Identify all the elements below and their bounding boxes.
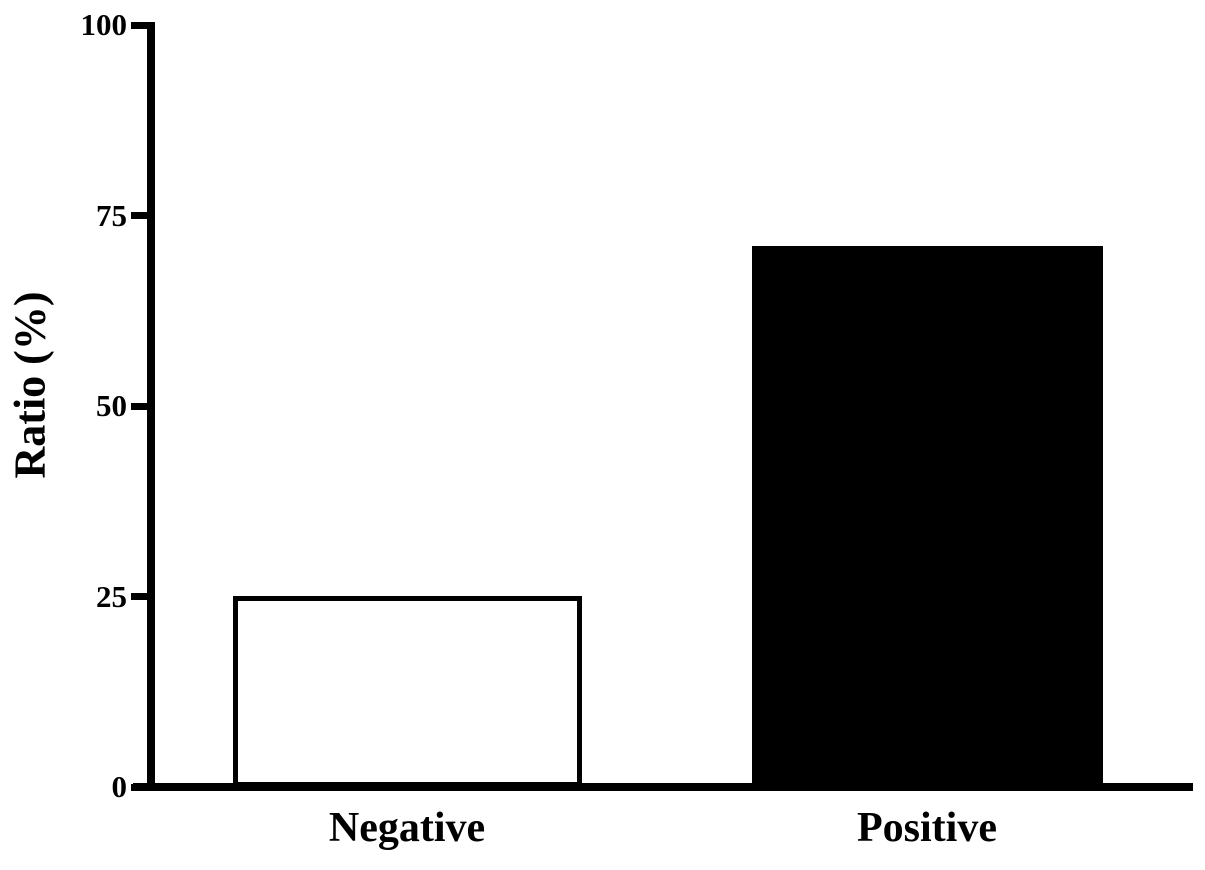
y-tick-mark <box>131 402 152 410</box>
category-label-negative: Negative <box>328 805 486 851</box>
y-tick-label: 75 <box>96 197 127 233</box>
bar-positive <box>752 246 1103 787</box>
y-tick-label: 100 <box>80 7 128 42</box>
y-tick-mark <box>131 783 152 791</box>
plot-area <box>151 25 1193 787</box>
y-tick-label: 50 <box>96 388 127 423</box>
y-tick-mark <box>131 593 152 600</box>
bar-negative <box>233 596 582 787</box>
x-axis-line <box>133 783 1193 791</box>
y-tick-mark <box>131 212 152 219</box>
y-tick-label: 0 <box>111 769 128 804</box>
y-tick-mark <box>131 21 152 29</box>
y-tick-label: 25 <box>96 578 127 614</box>
category-label-positive: Positive <box>857 805 997 851</box>
